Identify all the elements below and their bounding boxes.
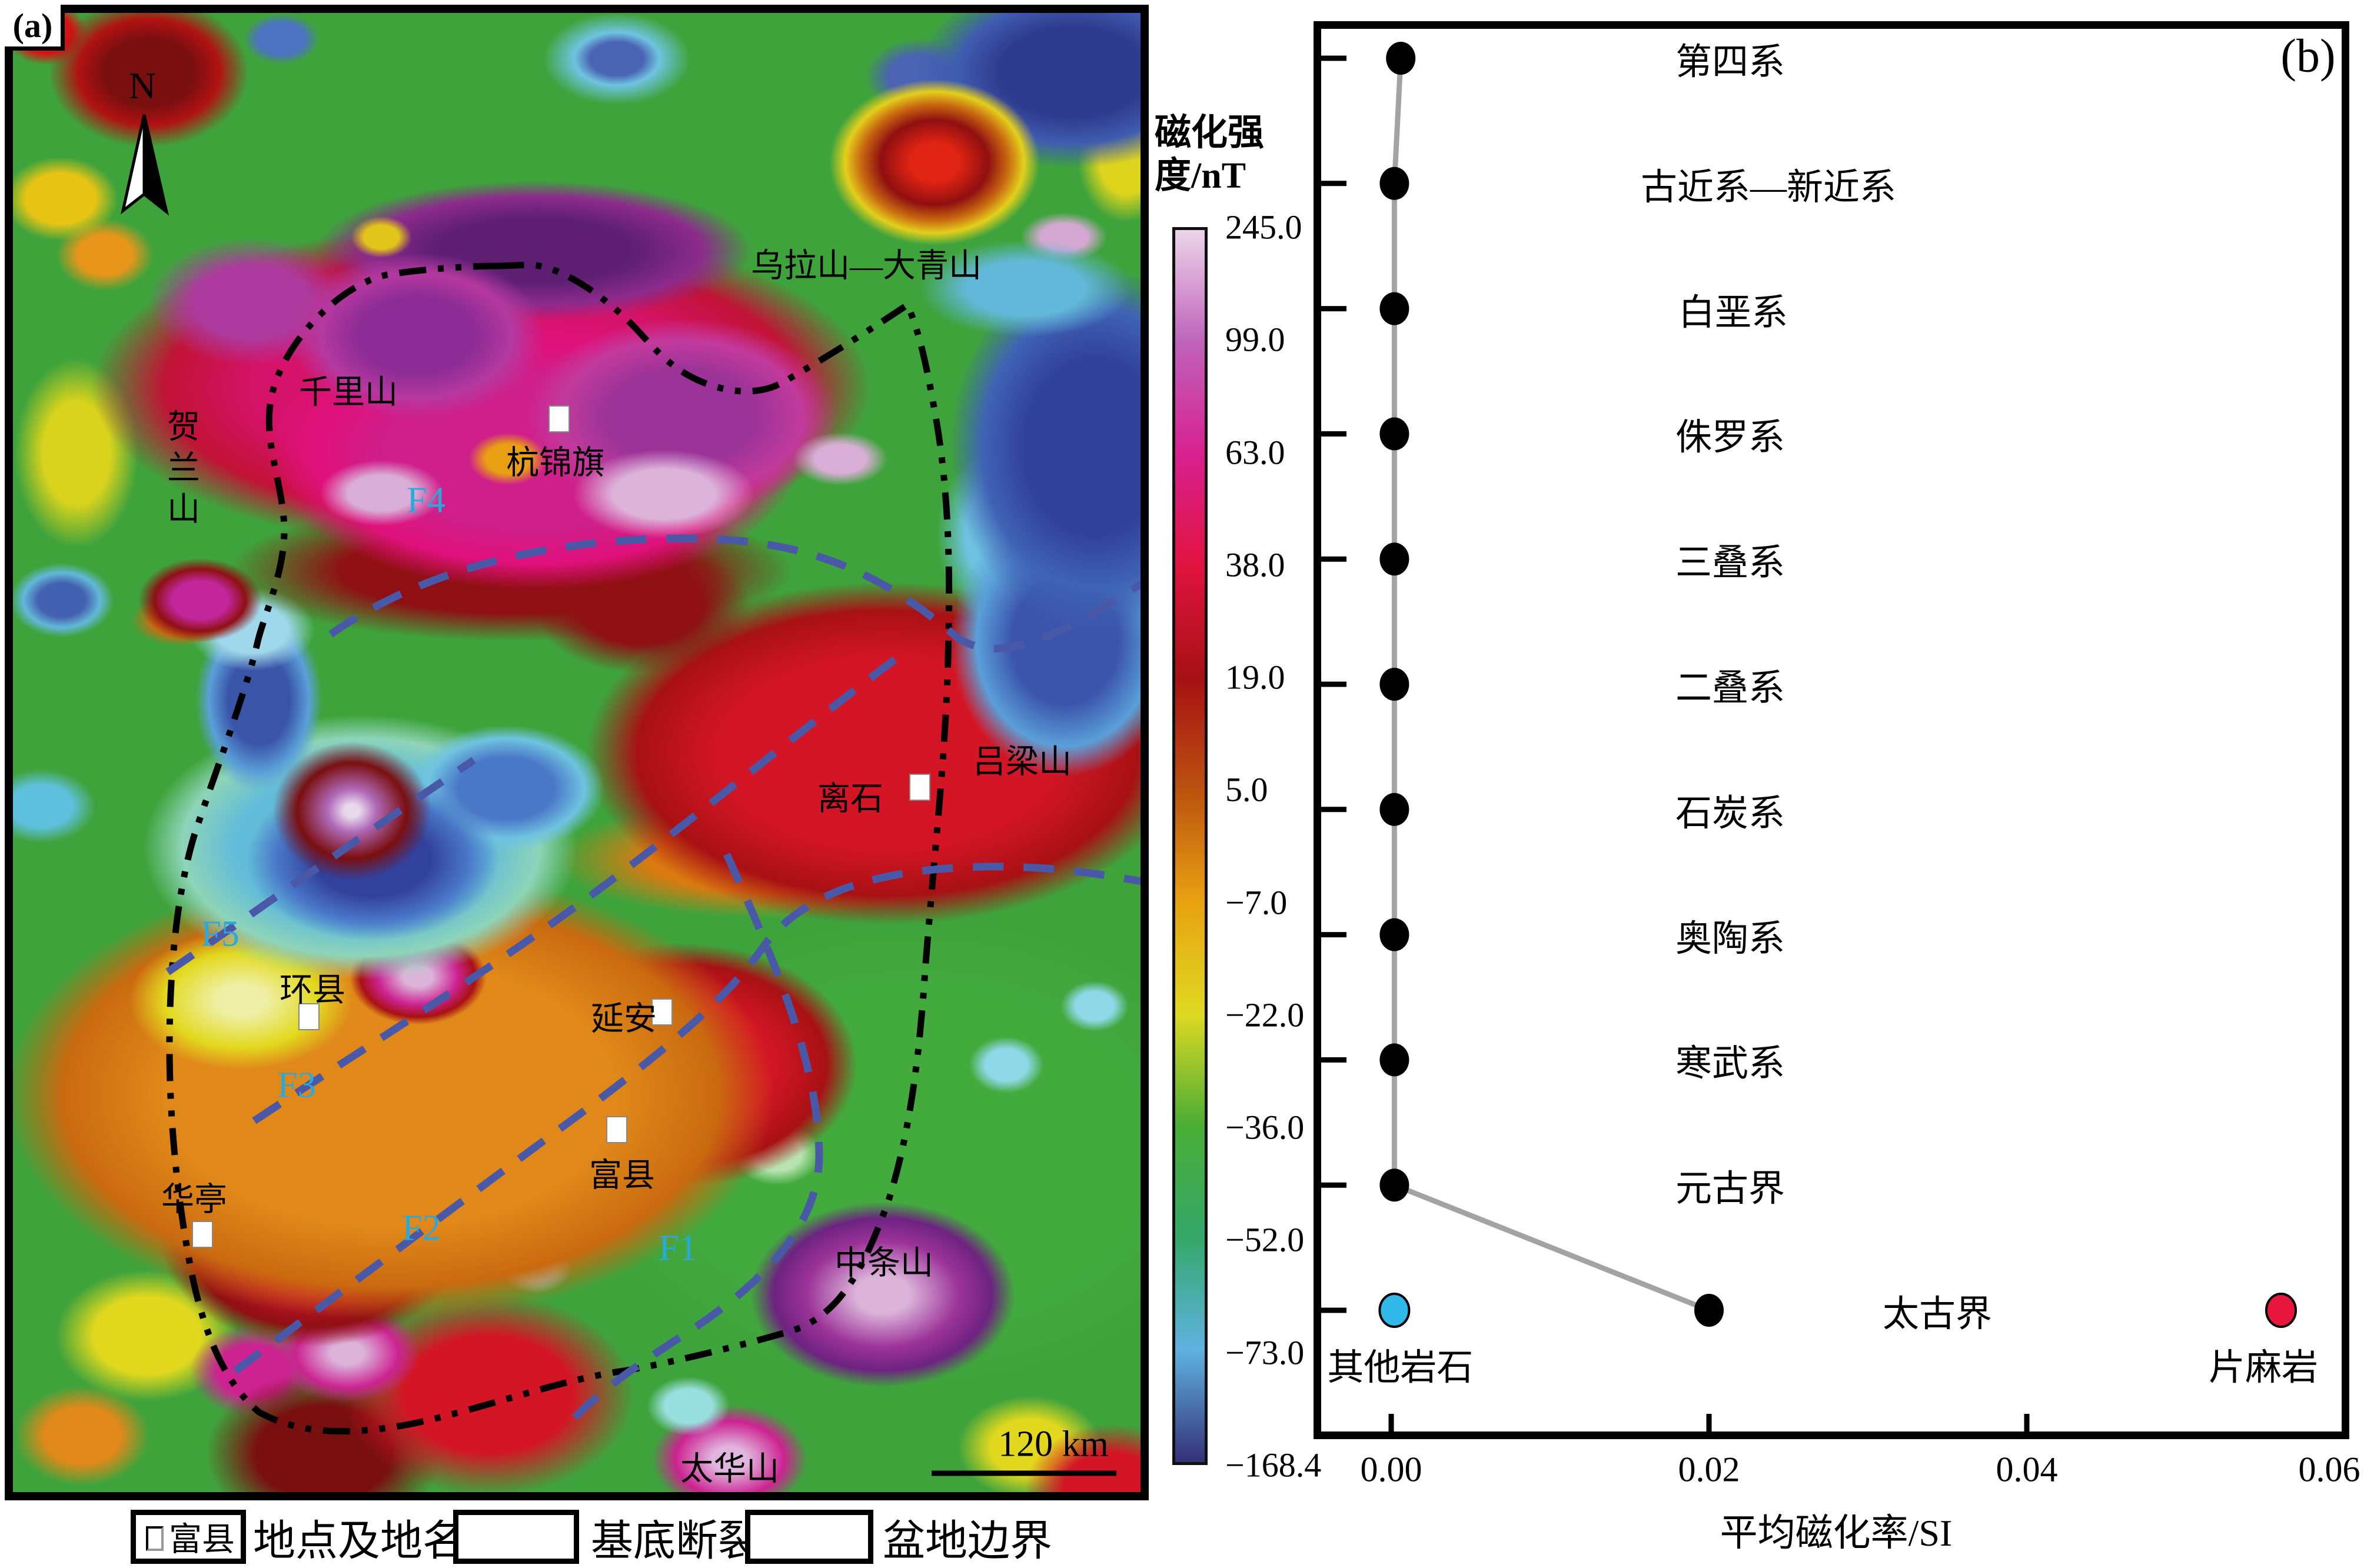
- label-zhongtiaoshan: 中条山: [834, 1245, 933, 1282]
- marker-hangjinqi: [548, 405, 570, 432]
- colorbar-title: 磁化强 度/nT: [1155, 112, 1331, 198]
- colorbar-tick-value: 99.0: [1225, 320, 1285, 359]
- colorbar-tick-value: −36.0: [1225, 1108, 1305, 1147]
- label-fault-f3: F3: [277, 1065, 316, 1106]
- label-hangjinqi: 杭锦旗: [506, 445, 605, 482]
- stratum-label: 石炭系: [1675, 793, 1786, 834]
- stratum-label: 第四系: [1675, 42, 1786, 82]
- marker-huating: [192, 1221, 213, 1248]
- north-label: N: [128, 65, 157, 106]
- legend-place-marker-icon: [146, 1526, 164, 1551]
- label-fuxian: 富县: [589, 1157, 655, 1194]
- label-helanshan: 贺兰山: [162, 409, 199, 532]
- legend-label-place: 地点及地名: [253, 1517, 466, 1565]
- panel-b-label: (b): [2280, 30, 2336, 82]
- stratum-label: 侏罗系: [1675, 418, 1786, 458]
- rock-type-label: 其他岩石: [1327, 1348, 1474, 1388]
- x-axis-tick-label: 0.04: [1996, 1450, 2058, 1489]
- stratum-label: 元古界: [1675, 1169, 1786, 1210]
- label-huating: 华亭: [161, 1181, 227, 1219]
- colorbar-gradient: [1172, 227, 1208, 1465]
- colorbar-tick-value: −7.0: [1225, 883, 1288, 922]
- label-wulashan-daqingshan: 乌拉山—大青山: [751, 248, 982, 285]
- x-axis-tick-label: 0.00: [1360, 1450, 1422, 1489]
- marker-lishi: [909, 774, 930, 801]
- colorbar-tick-value: 63.0: [1225, 433, 1285, 472]
- scale-bar-label: 120 km: [998, 1424, 1109, 1464]
- panel-b-plot-box: [1314, 21, 2349, 1439]
- x-axis-tick-label: 0.06: [2298, 1450, 2360, 1489]
- colorbar-title-line1: 磁化强: [1155, 113, 1265, 153]
- colorbar-tick-value: −22.0: [1225, 996, 1305, 1034]
- colorbar-tick-value: −52.0: [1225, 1220, 1305, 1259]
- label-fault-f2: F2: [402, 1208, 441, 1249]
- colorbar-title-line2: 度/nT: [1155, 156, 1246, 197]
- colorbar-tick-value: 245.0: [1225, 208, 1302, 247]
- stratum-label: 二叠系: [1675, 668, 1786, 708]
- marker-fuxian: [606, 1116, 627, 1143]
- x-axis-tick-label: 0.02: [1678, 1450, 1740, 1489]
- stratum-label: 寒武系: [1675, 1044, 1786, 1084]
- stratum-label: 太古界: [1882, 1294, 1993, 1334]
- colorbar-tick-value: −73.0: [1225, 1333, 1305, 1372]
- legend-box-boundary: [745, 1510, 873, 1564]
- label-lvliangshan: 吕梁山: [973, 744, 1072, 781]
- legend-label-fault: 基底断裂: [591, 1517, 761, 1565]
- colorbar-tick-value: −168.4: [1225, 1446, 1322, 1484]
- stratum-label: 三叠系: [1675, 543, 1786, 584]
- colorbar-tick-value: 19.0: [1225, 658, 1285, 697]
- label-fault-f4: F4: [407, 480, 445, 521]
- x-axis-title: 平均磁化率/SI: [1720, 1512, 1953, 1554]
- label-yanan: 延安: [591, 1001, 657, 1038]
- label-fault-f5: F5: [201, 914, 240, 954]
- label-taihuashan: 太华山: [680, 1451, 779, 1488]
- rock-type-label: 片麻岩: [2208, 1348, 2319, 1388]
- colorbar-tick-value: 5.0: [1225, 770, 1268, 809]
- label-huanxian: 环县: [280, 972, 345, 1009]
- colorbar-tick-value: 38.0: [1225, 545, 1285, 584]
- stratum-label: 古近系—新近系: [1640, 167, 1897, 208]
- legend-place-sample-label: 富县: [169, 1522, 235, 1559]
- stratum-label: 白垩系: [1678, 292, 1788, 333]
- label-lishi: 离石: [817, 781, 883, 818]
- legend-label-boundary: 盆地边界: [883, 1517, 1053, 1565]
- legend-box-fault: [453, 1510, 579, 1564]
- label-qianlishan: 千里山: [299, 374, 398, 411]
- stratum-label: 奥陶系: [1675, 918, 1786, 959]
- panel-a-label: (a): [5, 5, 65, 51]
- label-fault-f1: F1: [659, 1228, 697, 1269]
